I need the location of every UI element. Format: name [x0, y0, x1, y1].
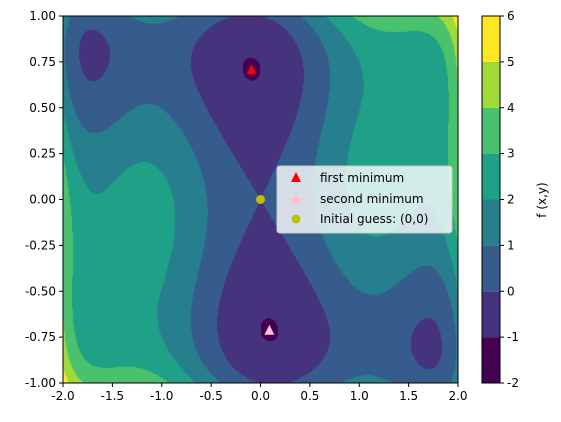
y-tick-label: -0.75	[25, 330, 56, 344]
x-tick-label: 0.5	[300, 389, 319, 403]
legend-label-initial-guess: Initial guess: (0,0)	[320, 212, 428, 226]
y-axis: -1.00 -0.75 -0.50 -0.25 0.00 0.25 0.50 0.75 1.00	[25, 9, 63, 390]
y-tick-label: -0.50	[25, 284, 56, 298]
colorbar-tick-label: -2	[507, 376, 519, 390]
x-tick-label: 1.0	[350, 389, 369, 403]
legend-marker-initial-guess	[291, 214, 301, 224]
x-tick-label: -1.0	[150, 389, 173, 403]
markers	[246, 64, 275, 335]
colorbar-tick-label: 3	[507, 147, 515, 161]
colorbar-segment	[482, 153, 500, 200]
colorbar-tick-label: 0	[507, 284, 515, 298]
colorbar-segment	[482, 245, 500, 292]
colorbar-segment	[482, 16, 500, 62]
x-axis: -2.0 -1.5 -1.0 -0.5 0.0 0.5 1.0 1.5 2.0	[51, 383, 468, 403]
legend-label-second-minimum: second minimum	[320, 192, 424, 206]
x-tick-label: -1.5	[101, 389, 124, 403]
legend-label-first-minimum: first minimum	[320, 171, 404, 185]
colorbar-tick-label: 5	[507, 55, 515, 69]
colorbar-tick-label: 4	[507, 101, 515, 115]
legend-marker-second-minimum	[291, 194, 301, 204]
colorbar-tick-label: -1	[507, 330, 519, 344]
colorbar-segment	[482, 337, 500, 383]
colorbar-segment	[482, 61, 500, 108]
y-tick-label: 0.50	[29, 101, 56, 115]
legend-box	[276, 165, 453, 234]
marker-second-minimum	[264, 324, 275, 335]
colorbar-segment	[482, 199, 500, 246]
y-tick-label: 0.75	[29, 55, 56, 69]
y-tick-label: -1.00	[25, 376, 56, 390]
marker-first-minimum	[246, 64, 257, 75]
x-tick-label: 0.0	[251, 389, 270, 403]
y-tick-label: 0.00	[29, 193, 56, 207]
colorbar-tick-label: 1	[507, 238, 515, 252]
legend-marker-first-minimum	[291, 172, 301, 182]
x-tick-label: -0.5	[199, 389, 222, 403]
x-tick-label: 1.5	[399, 389, 418, 403]
colorbar-label: f (x,y)	[535, 182, 549, 217]
marker-initial-guess	[256, 195, 265, 204]
colorbar	[482, 16, 500, 383]
colorbar-tick-label: 6	[507, 9, 515, 23]
x-tick-label: -2.0	[51, 389, 74, 403]
colorbar-tick-label: 2	[507, 193, 515, 207]
colorbar-segment	[482, 291, 500, 338]
colorbar-ticks: -2 -1 0 1 2 3 4 5 6	[500, 9, 519, 390]
x-tick-label: 2.0	[448, 389, 467, 403]
colorbar-segment	[482, 107, 500, 154]
y-tick-label: -0.25	[25, 238, 56, 252]
legend: first minimum second minimum Initial gue…	[276, 165, 453, 234]
y-tick-label: 0.25	[29, 147, 56, 161]
y-tick-label: 1.00	[29, 9, 56, 23]
